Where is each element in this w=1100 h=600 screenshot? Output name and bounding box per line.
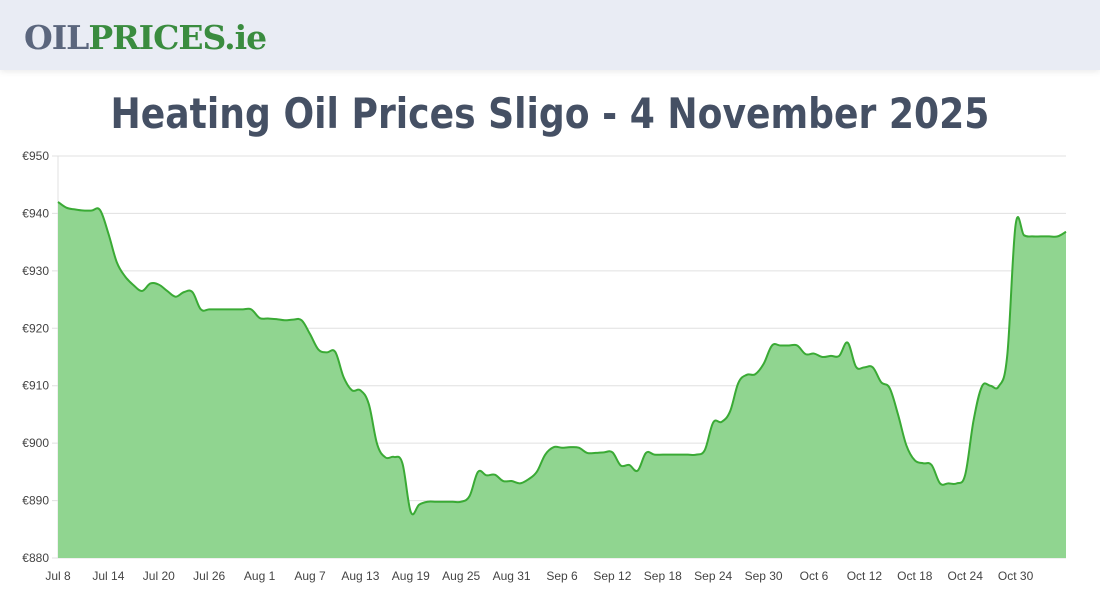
y-tick-label: €950 [22, 149, 49, 163]
site-header: OILPRICES.ie [0, 0, 1100, 70]
x-tick-label: Aug 25 [442, 569, 480, 583]
logo-oil-text: OIL [24, 18, 89, 57]
y-axis: €880 €890 €900 €910 €920 €930 €940 €950 [22, 149, 49, 565]
y-tick-label: €900 [22, 436, 49, 450]
x-tick-label: Jul 14 [92, 569, 124, 583]
logo-prices-text: PRICES.ie [88, 18, 267, 57]
x-tick-label: Oct 30 [998, 569, 1034, 583]
x-tick-label: Aug 13 [341, 569, 379, 583]
x-tick-label: Oct 6 [800, 569, 829, 583]
x-tick-label: Jul 8 [45, 569, 71, 583]
x-tick-label: Oct 18 [897, 569, 933, 583]
x-tick-label: Aug 1 [244, 569, 276, 583]
y-tick-label: €930 [22, 264, 49, 278]
x-axis: Jul 8 Jul 14 Jul 20 Jul 26 Aug 1 Aug 7 Aug 13 A… [45, 569, 1033, 583]
x-tick-label: Oct 24 [948, 569, 984, 583]
y-tick-label: €880 [22, 551, 49, 565]
x-tick-label: Aug 31 [493, 569, 531, 583]
y-tick-label: €920 [22, 321, 49, 335]
price-line [57, 201, 1067, 516]
y-tick-label: €890 [22, 494, 49, 508]
x-tick-label: Sep 30 [745, 569, 783, 583]
x-tick-label: Oct 12 [847, 569, 883, 583]
y-tick-label: €910 [22, 379, 49, 393]
x-tick-label: Aug 19 [392, 569, 430, 583]
x-tick-label: Sep 6 [546, 569, 578, 583]
x-tick-label: Jul 20 [143, 569, 175, 583]
x-tick-label: Sep 18 [644, 569, 682, 583]
page-title: Heating Oil Prices Sligo - 4 November 20… [110, 89, 990, 138]
y-tick-label: €940 [22, 206, 49, 220]
price-area-fill [58, 201, 1066, 558]
x-tick-label: Aug 7 [294, 569, 326, 583]
x-tick-label: Sep 24 [694, 569, 732, 583]
x-tick-label: Jul 26 [193, 569, 225, 583]
x-tick-label: Sep 12 [593, 569, 631, 583]
site-logo[interactable]: OILPRICES.ie [24, 18, 267, 58]
